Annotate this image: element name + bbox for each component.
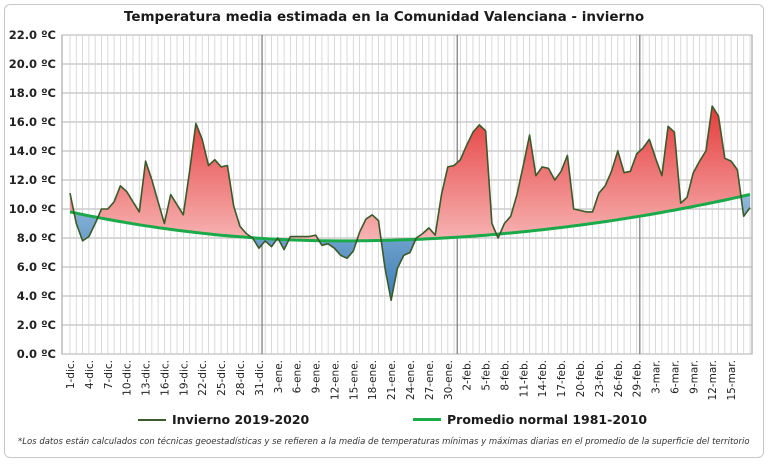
legend-label-normal: Promedio normal 1981-2010 bbox=[447, 412, 648, 427]
y-tick-label: 18.0 ºC bbox=[9, 86, 56, 100]
x-tick-label: 17-feb. bbox=[556, 360, 568, 397]
x-tick-label: 9-ene. bbox=[311, 360, 323, 393]
y-tick-label: 10.0 ºC bbox=[9, 202, 56, 216]
legend-swatch-normal bbox=[413, 418, 441, 421]
y-tick-label: 0.0 ºC bbox=[17, 347, 56, 361]
x-tick-label: 19-dic. bbox=[178, 360, 190, 396]
x-tick-label: 10-dic. bbox=[122, 360, 134, 396]
y-axis: 22.0 ºC 20.0 ºC 18.0 ºC 16.0 ºC 14.0 ºC 12.0 … bbox=[9, 28, 56, 361]
x-tick-label: 11-feb. bbox=[518, 360, 530, 397]
chart-title: Temperatura media estimada en la Comunid… bbox=[123, 9, 645, 25]
series-line-winter bbox=[69, 105, 751, 302]
chart-frame bbox=[4, 4, 764, 458]
x-tick-label: 4-dic. bbox=[84, 360, 96, 389]
y-tick-label: 14.0 ºC bbox=[9, 144, 56, 158]
x-tick-label: 3-ene. bbox=[273, 360, 285, 393]
x-tick-label: 1-dic. bbox=[65, 360, 77, 389]
x-tick-label: 31-dic. bbox=[254, 360, 266, 396]
footnote: *Los datos están calculados con técnicas… bbox=[18, 437, 750, 447]
legend-swatch-winter bbox=[138, 418, 166, 421]
x-tick-label: 16-dic. bbox=[159, 360, 171, 396]
x-tick-label: 13-dic. bbox=[141, 360, 153, 396]
legend-item-normal: Promedio normal 1981-2010 bbox=[413, 412, 647, 427]
y-tick-label: 8.0 ºC bbox=[17, 231, 56, 245]
y-tick-label: 22.0 ºC bbox=[9, 28, 56, 42]
x-tick-label: 2-feb. bbox=[462, 360, 474, 391]
x-tick-label: 8-feb. bbox=[499, 360, 511, 391]
y-tick-label: 20.0 ºC bbox=[9, 57, 56, 71]
x-tick-label: 14-feb. bbox=[537, 360, 549, 397]
x-tick-label: 20-feb. bbox=[575, 360, 587, 397]
x-tick-label: 27-ene. bbox=[424, 360, 436, 400]
x-tick-label: 15-mar. bbox=[726, 360, 738, 401]
x-tick-label: 28-dic. bbox=[235, 360, 247, 396]
x-axis: 1-dic. 4-dic. 7-dic. 10-dic. 13-dic. 16-dic. 1… bbox=[65, 360, 738, 401]
x-tick-label: 30-ene. bbox=[443, 360, 455, 400]
x-tick-label: 12-ene. bbox=[329, 360, 341, 400]
x-tick-label: 18-ene. bbox=[367, 360, 379, 400]
x-tick-label: 15-ene. bbox=[348, 360, 360, 400]
x-tick-label: 29-feb. bbox=[632, 360, 644, 397]
x-tick-label: 5-feb. bbox=[481, 360, 493, 391]
x-tick-label: 6-mar. bbox=[669, 360, 681, 394]
legend-label-winter: Invierno 2019-2020 bbox=[172, 412, 310, 427]
x-tick-label: 26-feb. bbox=[613, 360, 625, 397]
series-line-normal bbox=[69, 193, 751, 243]
x-tick-label: 23-feb. bbox=[594, 360, 606, 397]
x-tick-label: 22-dic. bbox=[197, 360, 209, 396]
legend: Invierno 2019-2020 Promedio normal 1981-… bbox=[0, 410, 768, 434]
y-tick-label: 16.0 ºC bbox=[9, 115, 56, 129]
x-tick-label: 25-dic. bbox=[216, 360, 228, 396]
y-tick-label: 6.0 ºC bbox=[17, 260, 56, 274]
x-tick-label: 21-ene. bbox=[386, 360, 398, 400]
legend-item-winter: Invierno 2019-2020 bbox=[138, 412, 309, 427]
fill-above-normal bbox=[70, 106, 750, 241]
x-tick-label: 6-ene. bbox=[292, 360, 304, 393]
y-tick-label: 12.0 ºC bbox=[9, 173, 56, 187]
x-tick-label: 9-mar. bbox=[688, 360, 700, 394]
x-tick-label: 24-ene. bbox=[405, 360, 417, 400]
y-tick-label: 2.0 ºC bbox=[17, 318, 56, 332]
x-tick-label: 12-mar. bbox=[707, 360, 719, 401]
x-tick-label: 3-mar. bbox=[651, 360, 663, 394]
y-tick-label: 4.0 ºC bbox=[17, 289, 56, 303]
x-tick-label: 7-dic. bbox=[103, 360, 115, 389]
